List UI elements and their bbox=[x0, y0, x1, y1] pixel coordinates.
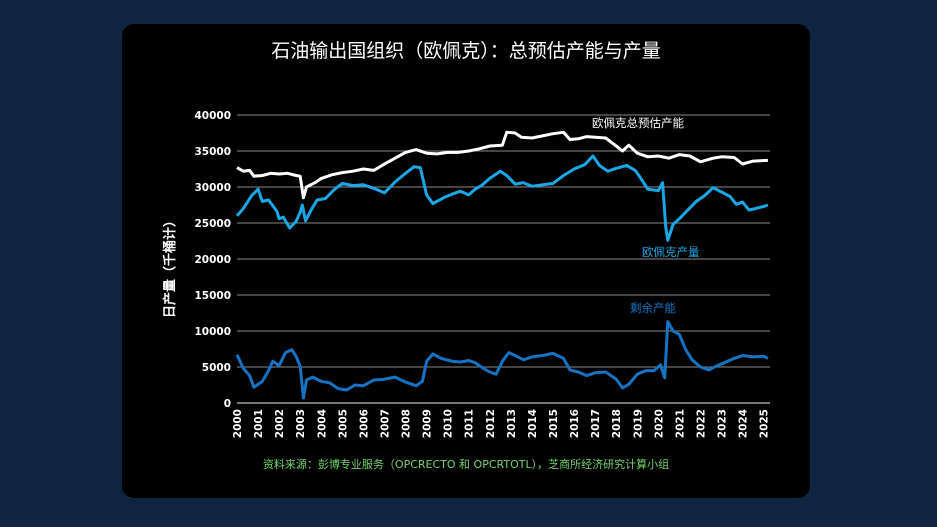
x-tick-label: 2016 bbox=[569, 409, 581, 438]
series-lines bbox=[235, 130, 769, 400]
production-line bbox=[235, 154, 769, 242]
chart-card: 石油输出国组织（欧佩克）：总预估产能与产量 0 5000 10000 15000 200… bbox=[122, 24, 810, 498]
legend-label-capacity: 欧佩克总预估产能 bbox=[592, 116, 684, 130]
x-tick-label: 2008 bbox=[401, 409, 413, 438]
x-tick-label: 2010 bbox=[443, 409, 455, 438]
y-tick-label: 40000 bbox=[194, 110, 231, 122]
x-tick-label: 2020 bbox=[653, 409, 665, 438]
legend-label-spare-capacity: 剩余产能 bbox=[630, 301, 676, 315]
y-tick-label: 35000 bbox=[194, 146, 231, 158]
y-tick-label: 10000 bbox=[194, 326, 231, 338]
spare-capacity-line bbox=[235, 320, 769, 400]
x-tick-label: 2021 bbox=[674, 409, 686, 438]
y-tick-label: 30000 bbox=[194, 182, 231, 194]
x-tick-label: 2017 bbox=[590, 409, 602, 438]
y-tick-label: 15000 bbox=[194, 290, 231, 302]
x-tick-label: 2009 bbox=[422, 409, 434, 438]
x-tick-label: 2011 bbox=[464, 409, 476, 438]
y-tick-label: 20000 bbox=[194, 254, 231, 266]
source-note: 资料来源：彭博专业服务（OPCRECTO 和 OPCRTOTL），芝商所经济研究… bbox=[262, 458, 670, 471]
x-tick-label: 2012 bbox=[485, 409, 497, 438]
line-chart: 0 5000 10000 15000 20000 25000 30000 35000 40000… bbox=[162, 110, 771, 438]
x-tick-label: 2004 bbox=[316, 409, 328, 438]
x-tick-label: 2006 bbox=[358, 409, 370, 438]
x-tick-label: 2015 bbox=[548, 409, 560, 438]
x-axis-ticks: 2000 2001 2002 2003 2004 2005 2006 2007 2008 2009… bbox=[232, 409, 771, 438]
x-tick-label: 2007 bbox=[379, 409, 391, 438]
gridlines bbox=[237, 114, 770, 404]
x-tick-label: 2003 bbox=[295, 409, 307, 438]
y-tick-label: 0 bbox=[224, 398, 231, 410]
y-tick-label: 25000 bbox=[194, 218, 231, 230]
x-tick-label: 2025 bbox=[759, 409, 771, 438]
x-tick-label: 2013 bbox=[506, 409, 518, 438]
y-axis-label: 日产量（千桶计） bbox=[162, 214, 178, 318]
y-tick-label: 5000 bbox=[202, 362, 231, 374]
x-tick-label: 2024 bbox=[738, 409, 750, 438]
legend-label-production: 欧佩克产量 bbox=[642, 245, 700, 259]
capacity-line bbox=[236, 130, 768, 200]
x-tick-label: 2000 bbox=[232, 409, 244, 438]
x-tick-label: 2023 bbox=[717, 409, 729, 438]
x-tick-label: 2001 bbox=[253, 409, 265, 438]
x-tick-label: 2019 bbox=[632, 409, 644, 438]
x-tick-label: 2002 bbox=[274, 409, 286, 438]
x-tick-label: 2005 bbox=[337, 409, 349, 438]
x-tick-label: 2018 bbox=[611, 409, 623, 438]
y-axis-ticks: 0 5000 10000 15000 20000 25000 30000 35000 40000 bbox=[194, 110, 231, 410]
x-tick-label: 2022 bbox=[695, 409, 707, 438]
chart-title: 石油输出国组织（欧佩克）：总预估产能与产量 bbox=[271, 40, 661, 62]
x-tick-label: 2014 bbox=[527, 409, 539, 438]
